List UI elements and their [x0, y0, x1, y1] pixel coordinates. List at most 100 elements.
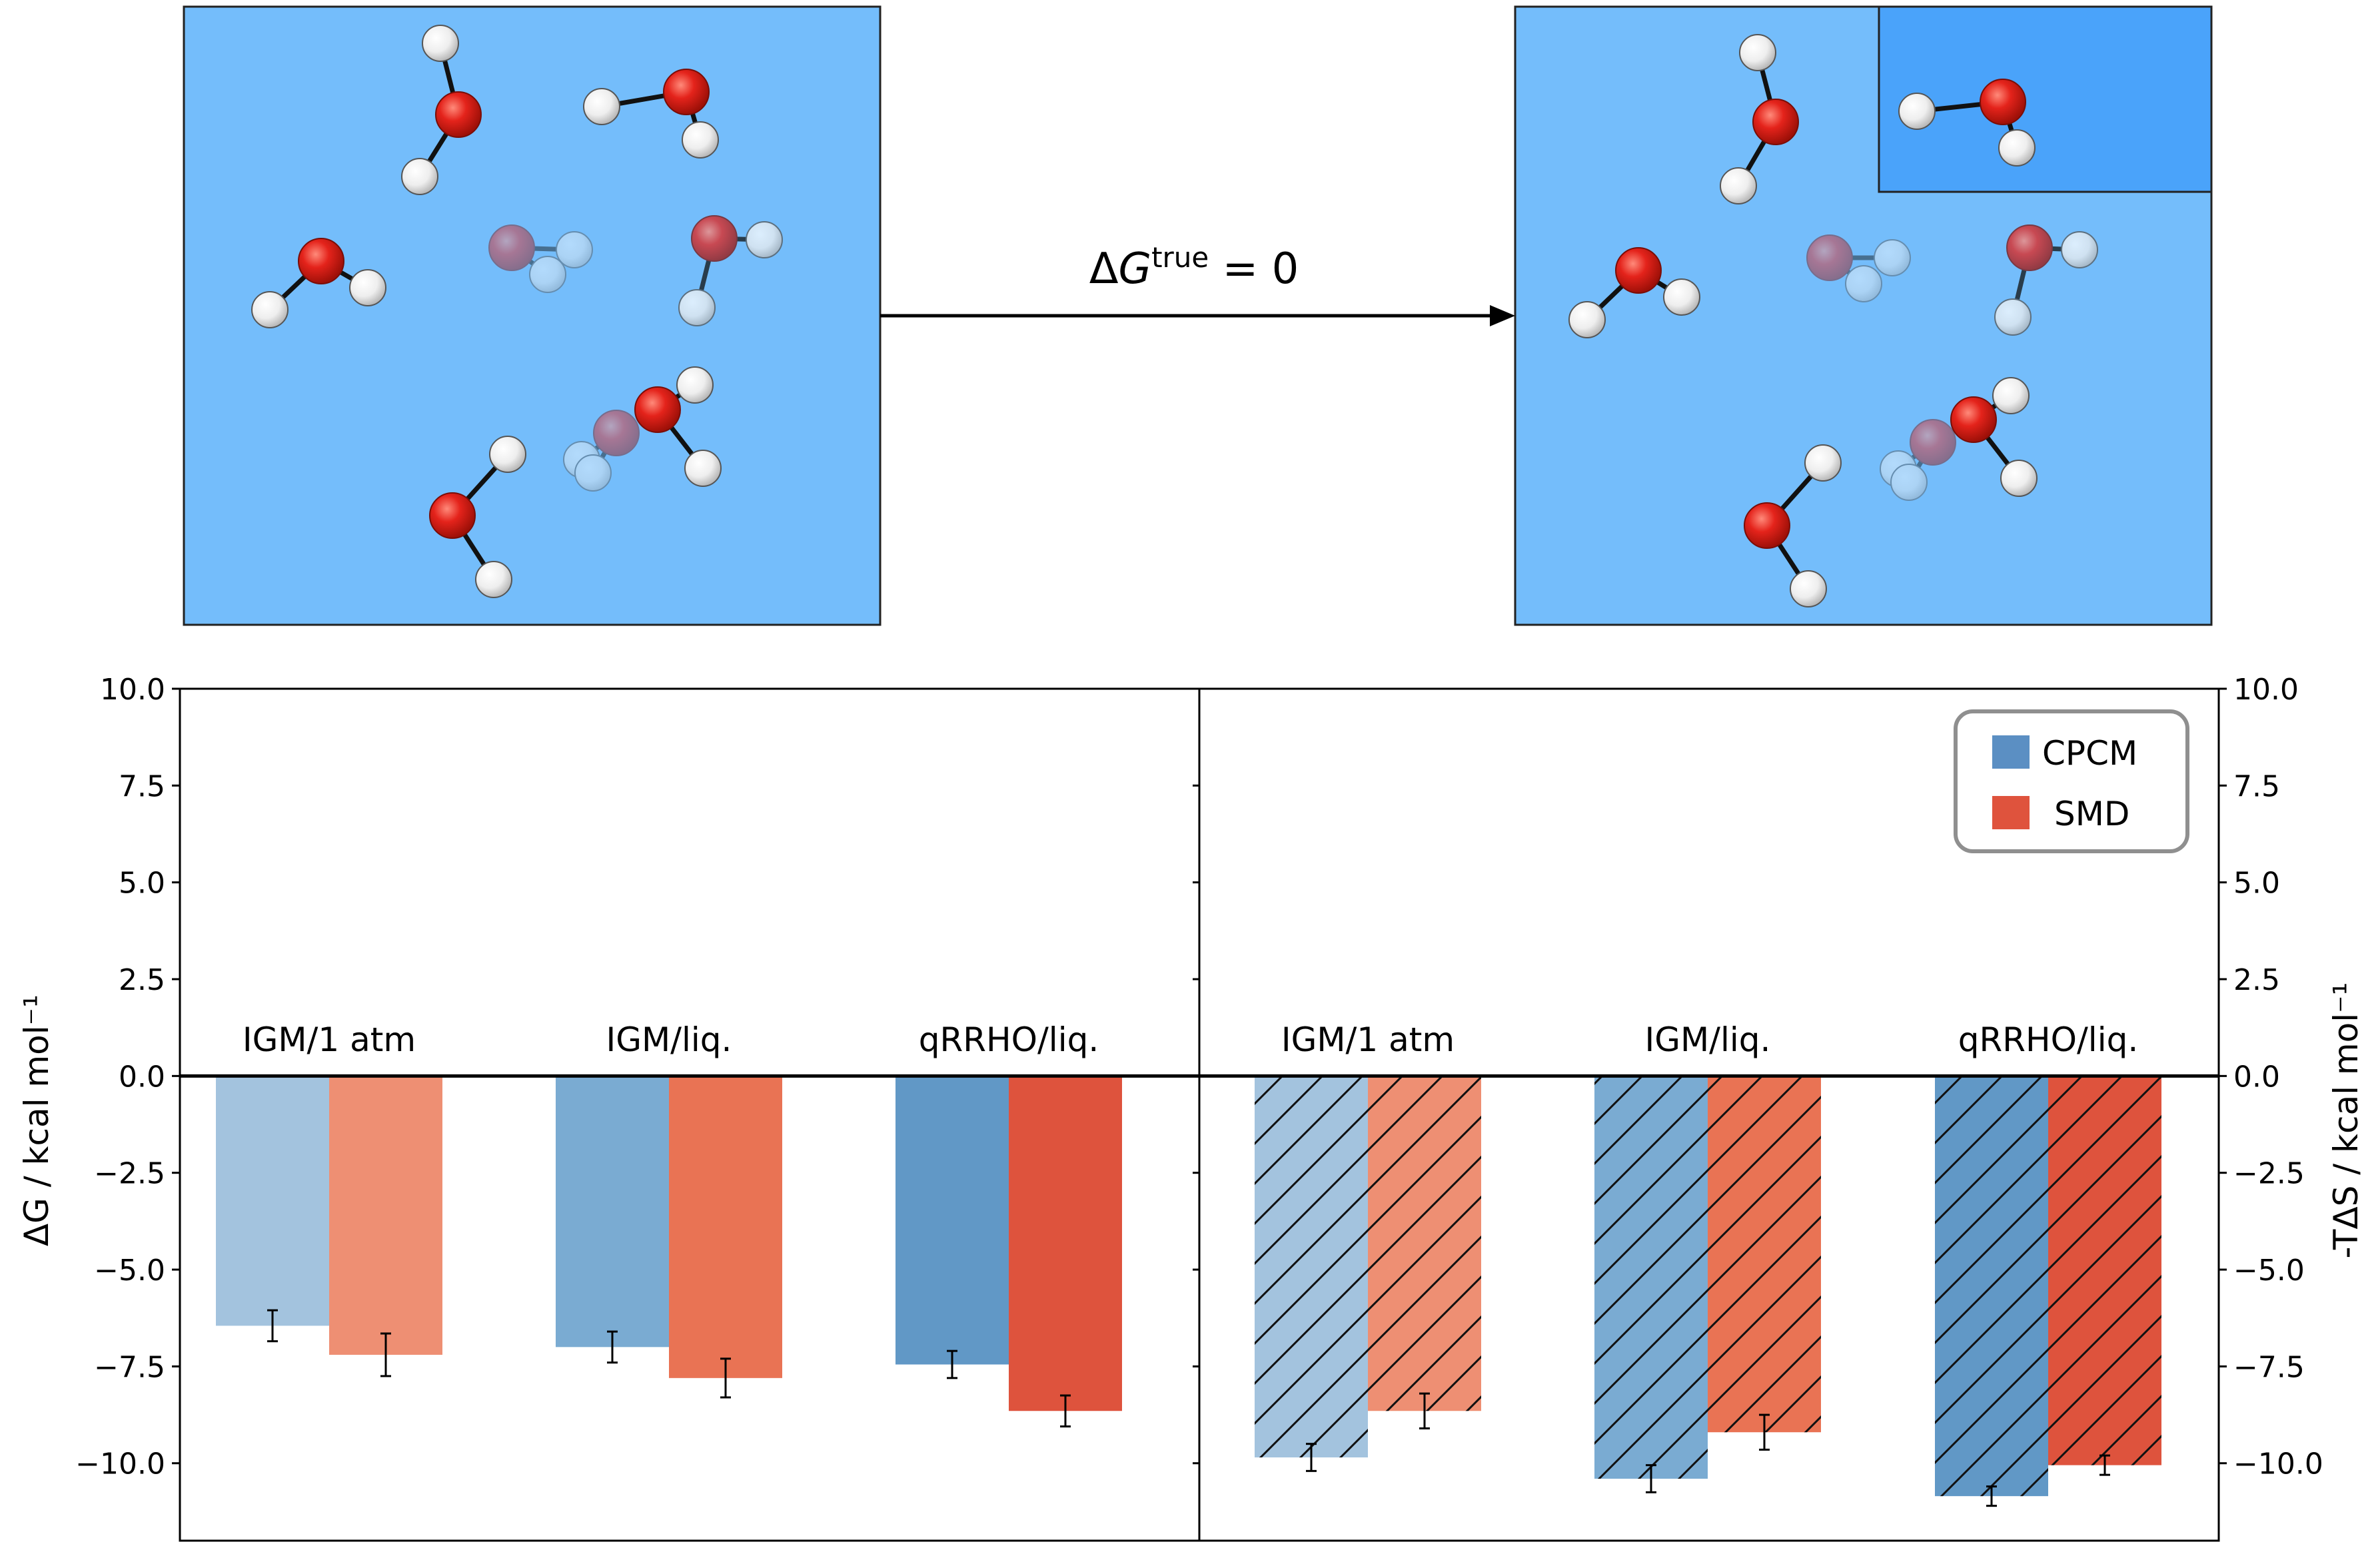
- legend-label-smd: SMD: [2054, 795, 2129, 833]
- water-molecule: [1720, 34, 1799, 204]
- water-molecule: [488, 224, 593, 293]
- oxygen-atom: [1615, 247, 1662, 294]
- bar-cpcm: [556, 1076, 669, 1348]
- hydrogen-atom: [1898, 93, 1936, 130]
- process-arrow-head: [1490, 305, 1515, 326]
- y-tick-label: 10.0: [100, 673, 165, 707]
- hydrogen-atom: [1739, 34, 1776, 71]
- hydrogen-atom: [1568, 301, 1606, 338]
- arrow-label-delta: Δ: [1089, 244, 1119, 294]
- oxygen-atom: [429, 492, 476, 539]
- oxygen-atom: [298, 238, 344, 284]
- hydrogen-atom: [489, 436, 526, 473]
- hydrogen-atom: [1890, 464, 1928, 501]
- hydrogen-atom: [529, 256, 566, 293]
- arrow-label-suffix: = 0: [1209, 244, 1299, 294]
- error-bar: [720, 1358, 731, 1399]
- oxygen-atom: [691, 215, 738, 262]
- y-tick-label: −2.5: [2233, 1157, 2305, 1191]
- bar-hatch-cpcm: [1255, 1076, 1368, 1458]
- error-bar: [1306, 1443, 1317, 1472]
- y-tick-label: −5.0: [94, 1254, 165, 1288]
- hydrogen-atom: [746, 221, 783, 258]
- hydrogen-atom: [2000, 460, 2038, 497]
- oxygen-atom: [1980, 79, 2026, 125]
- hydrogen-atom: [349, 269, 386, 306]
- oxygen-atom: [2006, 224, 2053, 271]
- category-label: IGM/liq.: [606, 1020, 732, 1059]
- bar-hatch-smd: [1368, 1076, 1481, 1411]
- hydrogen-atom: [1845, 265, 1882, 302]
- hydrogen-atom: [1874, 239, 1911, 276]
- hydrogen-atom: [1804, 444, 1842, 482]
- bar-smd: [669, 1076, 782, 1378]
- hydrogen-atom: [678, 289, 716, 326]
- right-y-axis-label: -TΔS / kcal mol⁻¹: [2327, 982, 2365, 1258]
- bar-smd: [1009, 1076, 1122, 1411]
- hydrogen-atom: [1663, 278, 1700, 316]
- y-tick-label: 0.0: [2233, 1060, 2280, 1094]
- water-molecule: [1994, 224, 2098, 336]
- bar-cpcm: [895, 1076, 1009, 1365]
- water-molecule: [1568, 247, 1700, 338]
- oxygen-atom: [593, 410, 640, 456]
- y-tick-label: −10.0: [2233, 1447, 2323, 1481]
- bar-smd: [329, 1076, 442, 1355]
- water-molecule: [251, 238, 386, 328]
- category-label: IGM/1 atm: [243, 1020, 416, 1059]
- category-label: IGM/liq.: [1645, 1020, 1771, 1059]
- y-tick-label: −7.5: [2233, 1350, 2305, 1384]
- y-tick-label: 10.0: [2233, 673, 2299, 707]
- error-bar: [1986, 1485, 1997, 1507]
- y-tick-label: 0.0: [119, 1060, 165, 1094]
- schematic: ΔGtrue = 0: [183, 5, 2213, 626]
- hydrogen-atom: [556, 231, 593, 268]
- y-tick-label: 2.5: [2233, 963, 2280, 997]
- hydrogen-atom: [1992, 377, 2030, 414]
- hydrogen-atom: [422, 25, 459, 62]
- legend-swatch-cpcm: [1992, 735, 2030, 769]
- oxygen-atom: [1752, 99, 1799, 145]
- error-bar: [1759, 1413, 1770, 1451]
- plot-frame: [1198, 687, 2220, 1542]
- water-molecule: [563, 410, 640, 492]
- oxygen-atom: [435, 91, 482, 138]
- y-tick-label: −5.0: [2233, 1254, 2305, 1288]
- hydrogen-atom: [251, 291, 289, 328]
- hydrogen-atom: [583, 88, 620, 125]
- bar-hatch-smd: [2048, 1076, 2161, 1465]
- oxygen-atom: [1910, 419, 1956, 466]
- hydrogen-atom: [1994, 298, 2032, 336]
- y-tick-label: 7.5: [119, 769, 165, 803]
- oxygen-atom: [663, 69, 710, 115]
- y-tick-label: 5.0: [2233, 867, 2280, 901]
- right-box-molecules: [1568, 34, 2098, 607]
- legend-label-cpcm: CPCM: [2042, 734, 2137, 773]
- water-molecule: [1898, 79, 2036, 167]
- arrow-label-superscript: true: [1151, 241, 1209, 274]
- hydrogen-atom: [1998, 129, 2036, 167]
- water-molecule: [1880, 419, 1956, 501]
- bar-hatch-cpcm: [1935, 1076, 2048, 1497]
- arrow-label-symbol: G: [1118, 244, 1151, 294]
- hydrogen-atom: [1720, 167, 1757, 204]
- gas-phase-inset: [1878, 5, 2213, 193]
- category-label: qRRHO/liq.: [919, 1020, 1099, 1059]
- chart-left-panel: 10.0 7.5 5.0 2.5 0.0 −2.5 −5.0 −7.5 −10.0 IGM/1 a…: [75, 673, 1201, 1542]
- error-bar: [380, 1332, 391, 1377]
- error-bar: [2099, 1454, 2110, 1476]
- error-bar: [947, 1350, 957, 1379]
- y-tick-label: −2.5: [94, 1157, 165, 1191]
- legend: CPCM SMD: [1954, 709, 2189, 853]
- hydrogen-atom: [676, 366, 714, 404]
- water-molecule: [678, 215, 783, 326]
- oxygen-atom: [1806, 234, 1853, 281]
- category-label: qRRHO/liq.: [1958, 1020, 2138, 1059]
- bar-hatch-smd: [1708, 1076, 1821, 1433]
- water-molecule: [429, 436, 526, 598]
- hydrogen-atom: [401, 158, 438, 195]
- chart-right-panel: 10.0 7.5 5.0 2.5 0.0 −2.5 −5.0 −7.5 −10.0 IGM/1 a…: [1198, 673, 2323, 1542]
- error-bar: [1419, 1392, 1430, 1429]
- legend-swatch-smd: [1992, 796, 2030, 829]
